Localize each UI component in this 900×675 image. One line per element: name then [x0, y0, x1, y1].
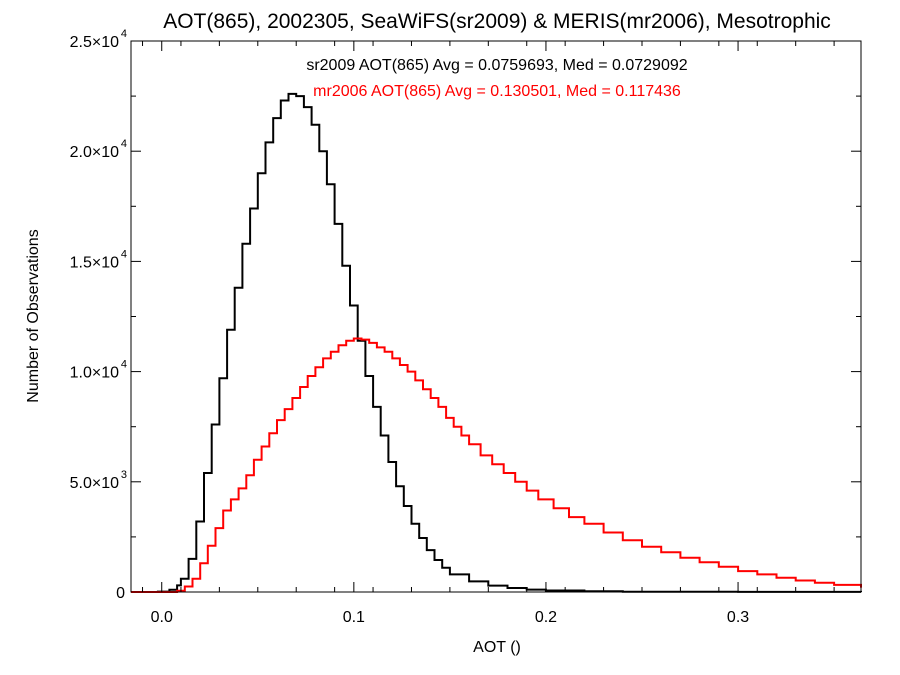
y-tick-exponent: 4	[121, 138, 127, 150]
plot-frame	[130, 40, 862, 593]
x-tick-label: 0.2	[535, 609, 557, 626]
ticks-layer: 0.0 0.1 0.2 0.305.0×10 31.0×10 41.5×10 42.0×10…	[70, 28, 861, 626]
series-layer	[131, 92, 862, 593]
series-line-sr2009	[131, 92, 862, 593]
series-line-mr2006	[131, 337, 862, 593]
x-tick-label: 0.3	[727, 609, 749, 626]
y-tick-label: 5.0×10	[70, 475, 119, 492]
y-tick-label: 0	[116, 585, 125, 602]
stats-sr2009: sr2009 AOT(865) Avg = 0.0759693, Med = 0…	[306, 57, 687, 74]
y-tick-exponent: 3	[121, 469, 127, 481]
x-tick-label: 0.0	[151, 609, 173, 626]
y-tick-exponent: 4	[121, 248, 127, 260]
x-tick-label: 0.1	[343, 609, 365, 626]
y-tick-exponent: 4	[121, 359, 127, 371]
y-tick-label: 2.0×10	[70, 144, 119, 161]
x-axis-label: AOT ()	[473, 639, 521, 656]
y-axis-label: Number of Observations	[25, 229, 42, 402]
chart-title: AOT(865), 2002305, SeaWiFS(sr2009) & MER…	[163, 10, 831, 33]
y-tick-label: 1.5×10	[70, 254, 119, 271]
stats-mr2006: mr2006 AOT(865) Avg = 0.130501, Med = 0.…	[313, 83, 681, 100]
y-tick-label: 1.0×10	[70, 365, 119, 382]
y-tick-exponent: 4	[121, 28, 127, 40]
y-tick-label: 2.5×10	[70, 34, 119, 51]
